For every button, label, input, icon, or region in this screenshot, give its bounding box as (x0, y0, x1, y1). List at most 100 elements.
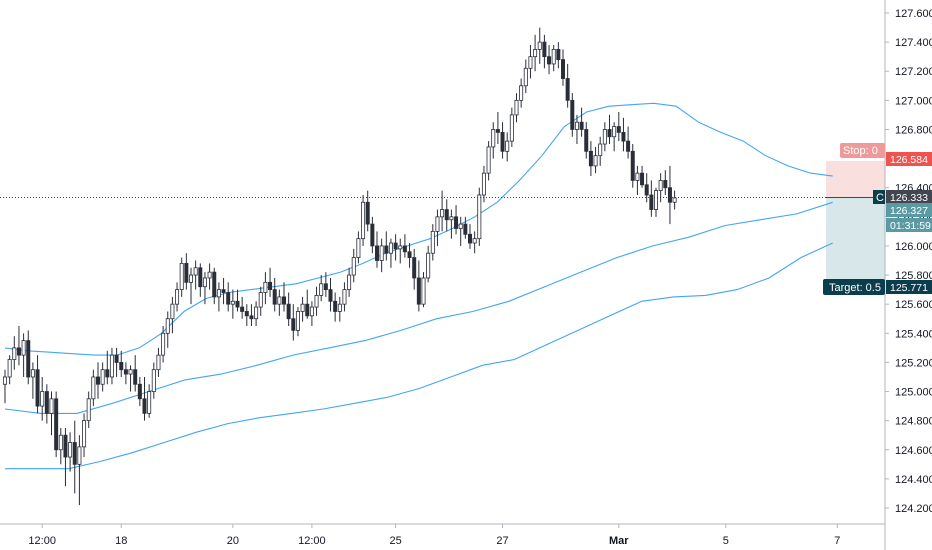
candle-body (649, 194, 654, 210)
candle-body (528, 56, 533, 69)
candles (3, 27, 677, 506)
candle (523, 59, 528, 94)
candle-body (128, 369, 133, 375)
candle-body (333, 300, 338, 312)
stop-label: Stop: 0 (840, 143, 885, 158)
candle (188, 267, 193, 305)
time-tick-label: 7 (834, 535, 840, 547)
candle-body (114, 354, 119, 363)
candle (151, 362, 156, 399)
candle-body (63, 434, 68, 458)
price-tag: 126.327 (886, 203, 932, 217)
price-tag-label: 126.584 (890, 154, 928, 166)
price-tick-label: 124.600 (895, 445, 932, 457)
candle (495, 112, 500, 145)
candle-body (463, 223, 468, 235)
candle-body (119, 362, 124, 371)
candle-body (421, 277, 426, 305)
candle-body (374, 245, 379, 261)
candle-body (658, 180, 663, 192)
moving-average-line (4, 201, 833, 414)
candle-body (407, 251, 412, 258)
candle (430, 224, 435, 261)
candle-body (105, 369, 110, 378)
candle-body (91, 376, 96, 400)
candle (221, 277, 226, 305)
candle-body (216, 289, 221, 298)
candle-body (570, 99, 575, 130)
candle (370, 216, 375, 254)
candle (249, 304, 254, 327)
candle-body (351, 257, 356, 276)
candle (161, 326, 166, 363)
candle-body (430, 230, 435, 254)
candle-body (444, 209, 449, 221)
price-tag-bg (886, 190, 932, 204)
candle (184, 253, 189, 290)
candle (240, 296, 245, 319)
candle (477, 187, 482, 246)
candle (193, 260, 198, 290)
candle (207, 263, 212, 290)
open-marker: C (873, 190, 885, 204)
candle (309, 301, 314, 327)
price-axis[interactable]: 124.200 124.400 124.600 124.800 125.000 125.2… (884, 0, 932, 550)
candle (263, 272, 268, 305)
candle (505, 132, 510, 162)
candle (147, 384, 152, 418)
candle-body (226, 292, 231, 305)
candle (654, 187, 659, 217)
candle (142, 376, 147, 421)
candle-body (477, 194, 482, 240)
candle-body (72, 442, 77, 465)
candle-body (365, 201, 370, 225)
price-tick-label: 124.800 (895, 416, 932, 428)
candle-body (370, 223, 375, 247)
candle-body (616, 126, 621, 133)
stop-label-text: Stop: 0 (843, 145, 878, 157)
candle (277, 289, 282, 316)
candle-body (491, 129, 496, 148)
candle (598, 136, 603, 166)
candle (514, 93, 519, 123)
candle (198, 263, 203, 297)
candle-body (565, 78, 570, 101)
candle-body (40, 391, 45, 407)
price-tick-label: 126.800 (895, 124, 932, 136)
candle-body (254, 306, 259, 320)
candle (342, 282, 347, 312)
price-tag-label: 01:31:59 (890, 220, 931, 232)
candle (54, 391, 59, 458)
candle (621, 117, 626, 152)
target-zone (826, 197, 885, 280)
candle (361, 194, 366, 246)
position-labels[interactable]: Stop: 0 Target: 0.5 C (823, 143, 885, 295)
candle-body (147, 391, 152, 414)
candle-body (123, 369, 128, 375)
candle-body (388, 242, 393, 254)
candle (421, 272, 426, 308)
candle (212, 267, 217, 305)
candle (72, 420, 77, 494)
candle-body (454, 216, 459, 229)
candle-body (96, 376, 101, 385)
time-tick-label: 20 (227, 535, 239, 547)
price-tick-label: 125.400 (895, 328, 932, 340)
candle-body (440, 209, 445, 218)
candle-body (426, 252, 431, 279)
price-tick-label: 127.000 (895, 95, 932, 107)
time-axis[interactable]: 12:00 18 20 12:00 25 27 Mar 5 7 (0, 523, 885, 547)
candle (26, 330, 31, 385)
candle (254, 301, 259, 327)
candle-body (598, 143, 603, 157)
candle-body (672, 197, 677, 203)
candle (407, 243, 412, 268)
candle (612, 122, 617, 152)
candle-body (519, 85, 524, 101)
candle-body (221, 289, 226, 293)
candle (328, 277, 333, 312)
candle (449, 209, 454, 239)
candle-body (12, 347, 17, 360)
candle (12, 336, 17, 370)
